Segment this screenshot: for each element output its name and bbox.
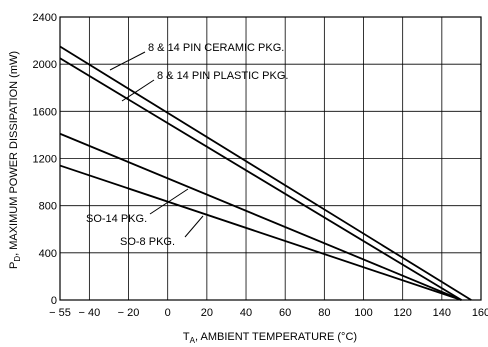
series-label-so-14-pkg: SO-14 PKG.	[86, 213, 147, 225]
series-label-8-14-pin-plastic-pkg: 8 & 14 PIN PLASTIC PKG.	[157, 70, 288, 82]
y-tick-label: 800	[39, 201, 57, 213]
x-tick-label: 100	[354, 307, 372, 319]
x-tick-label: 120	[393, 307, 411, 319]
x-tick-label: 40	[240, 307, 252, 319]
series-label-8-14-pin-ceramic-pkg: 8 & 14 PIN CERAMIC PKG.	[148, 42, 284, 54]
y-tick-label: 1600	[33, 106, 57, 118]
y-tick-label: 0	[51, 295, 57, 307]
leader-line-so-8-pkg	[184, 215, 204, 238]
series-line-so-8-pkg	[59, 164, 462, 301]
y-tick-label: 2000	[33, 59, 57, 71]
leader-line-so-14-pkg	[149, 188, 189, 215]
x-tick-label: 160	[472, 307, 488, 319]
x-tick-label: − 40	[79, 307, 101, 319]
y-tick-label: 2400	[33, 12, 57, 24]
y-tick-labels: 0 400 800 1200 1600 2000 2400	[33, 12, 57, 307]
x-tick-label: 20	[201, 307, 213, 319]
plot-frame	[59, 16, 482, 301]
x-axis-label: TA, AMBIENT TEMPERATURE (°C)	[183, 331, 357, 345]
series-label-so-8-pkg: SO-8 PKG.	[120, 236, 175, 248]
annotation-leaders	[109, 51, 204, 238]
leader-line-8-14-pin-plastic-pkg	[121, 79, 155, 102]
x-tick-labels: − 55 − 40 − 20 0 20 40 60 80 100 120 140 160	[49, 307, 488, 319]
series-annotations: 8 & 14 PIN CERAMIC PKG. 8 & 14 PIN PLASTI…	[86, 42, 288, 248]
grid	[60, 17, 481, 300]
series-line-8-14-pin-ceramic-pkg	[59, 45, 472, 301]
leader-line-8-14-pin-ceramic-pkg	[109, 51, 146, 71]
y-axis-label: PD, MAXIMUM POWER DISSIPATION (mW)	[8, 51, 22, 269]
x-tick-label: 80	[318, 307, 330, 319]
x-tick-label: 0	[165, 307, 171, 319]
x-tick-label: 60	[279, 307, 291, 319]
x-tick-label: 140	[433, 307, 451, 319]
x-tick-label: − 20	[118, 307, 140, 319]
series-line-8-14-pin-plastic-pkg	[59, 57, 462, 301]
x-tick-label: − 55	[49, 307, 71, 319]
y-tick-label: 1200	[33, 154, 57, 166]
series-line-so-14-pkg	[59, 132, 462, 301]
series-lines	[59, 45, 472, 301]
y-tick-label: 400	[39, 248, 57, 260]
